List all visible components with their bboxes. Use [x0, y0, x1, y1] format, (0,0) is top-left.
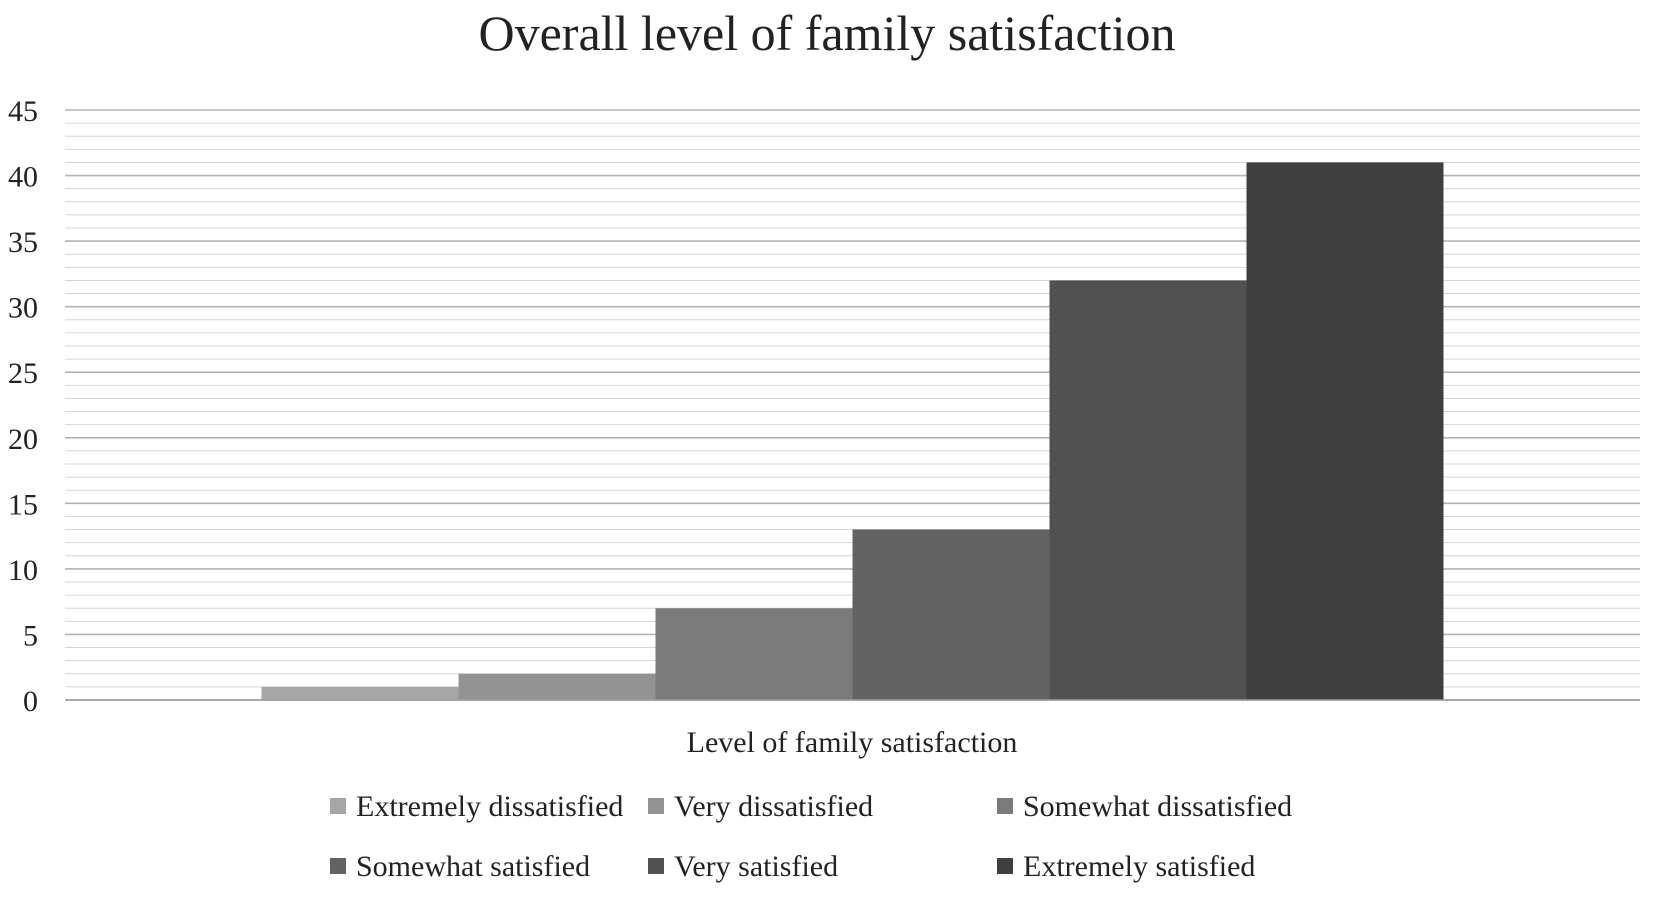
legend-label: Somewhat dissatisfied: [1023, 790, 1292, 823]
legend-swatch: [648, 858, 664, 874]
legend-swatch: [648, 798, 664, 814]
bar: [655, 608, 853, 700]
legend-swatch: [997, 798, 1013, 814]
bar: [458, 673, 656, 700]
y-tick-label: 20: [8, 423, 38, 456]
bar: [261, 686, 459, 700]
y-tick-label: 0: [23, 685, 38, 718]
y-axis-ticks: 0 5 10 15 20 25 30 35 40 45: [8, 95, 38, 718]
y-tick-label: 35: [8, 226, 38, 259]
bar: [1049, 280, 1247, 700]
y-tick-label: 10: [8, 554, 38, 587]
legend-label: Extremely satisfied: [1023, 850, 1255, 883]
y-tick-label: 40: [8, 161, 38, 194]
bar: [1246, 162, 1444, 700]
y-tick-label: 25: [8, 357, 38, 390]
chart-title: Overall level of family satisfaction: [479, 5, 1176, 61]
legend-label: Somewhat satisfied: [356, 850, 590, 883]
bars: [261, 162, 1444, 700]
legend-label: Extremely dissatisfied: [356, 790, 623, 823]
legend: Extremely dissatisfied Very dissatisfied S…: [330, 790, 1292, 883]
y-tick-label: 5: [23, 619, 38, 652]
bar: [852, 529, 1050, 700]
legend-swatch: [997, 858, 1013, 874]
y-tick-label: 15: [8, 488, 38, 521]
legend-swatch: [330, 798, 346, 814]
legend-label: Very satisfied: [674, 850, 838, 883]
legend-label: Very dissatisfied: [674, 790, 873, 823]
legend-swatch: [330, 858, 346, 874]
y-tick-label: 30: [8, 292, 38, 325]
x-axis-label: Level of family satisfaction: [687, 726, 1018, 759]
y-tick-label: 45: [8, 95, 38, 128]
